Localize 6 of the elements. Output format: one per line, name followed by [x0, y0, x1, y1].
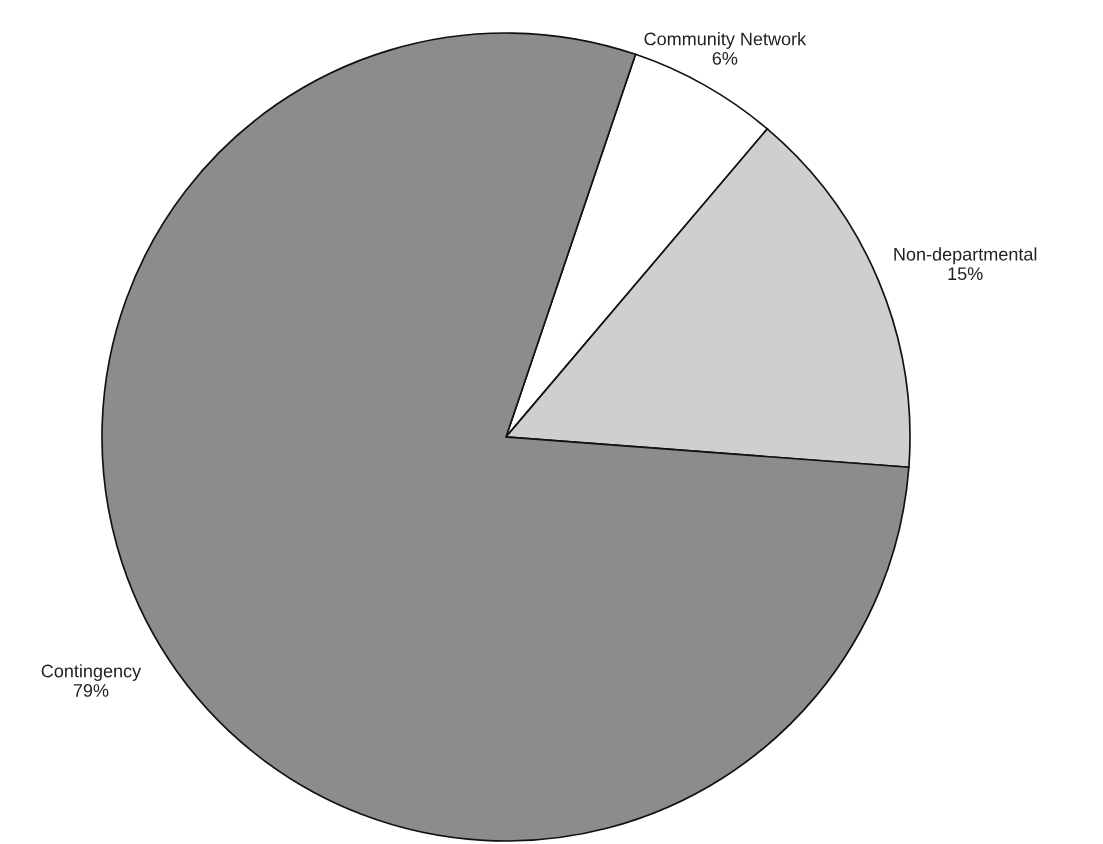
data-label: 79% [73, 684, 109, 697]
data-label: 15% [948, 267, 983, 281]
slice-label: Community Network [644, 32, 807, 49]
slice-label: Contingency [41, 664, 142, 681]
slice-label: Non-departmental [894, 247, 1037, 265]
data-label: 6% [712, 52, 738, 65]
